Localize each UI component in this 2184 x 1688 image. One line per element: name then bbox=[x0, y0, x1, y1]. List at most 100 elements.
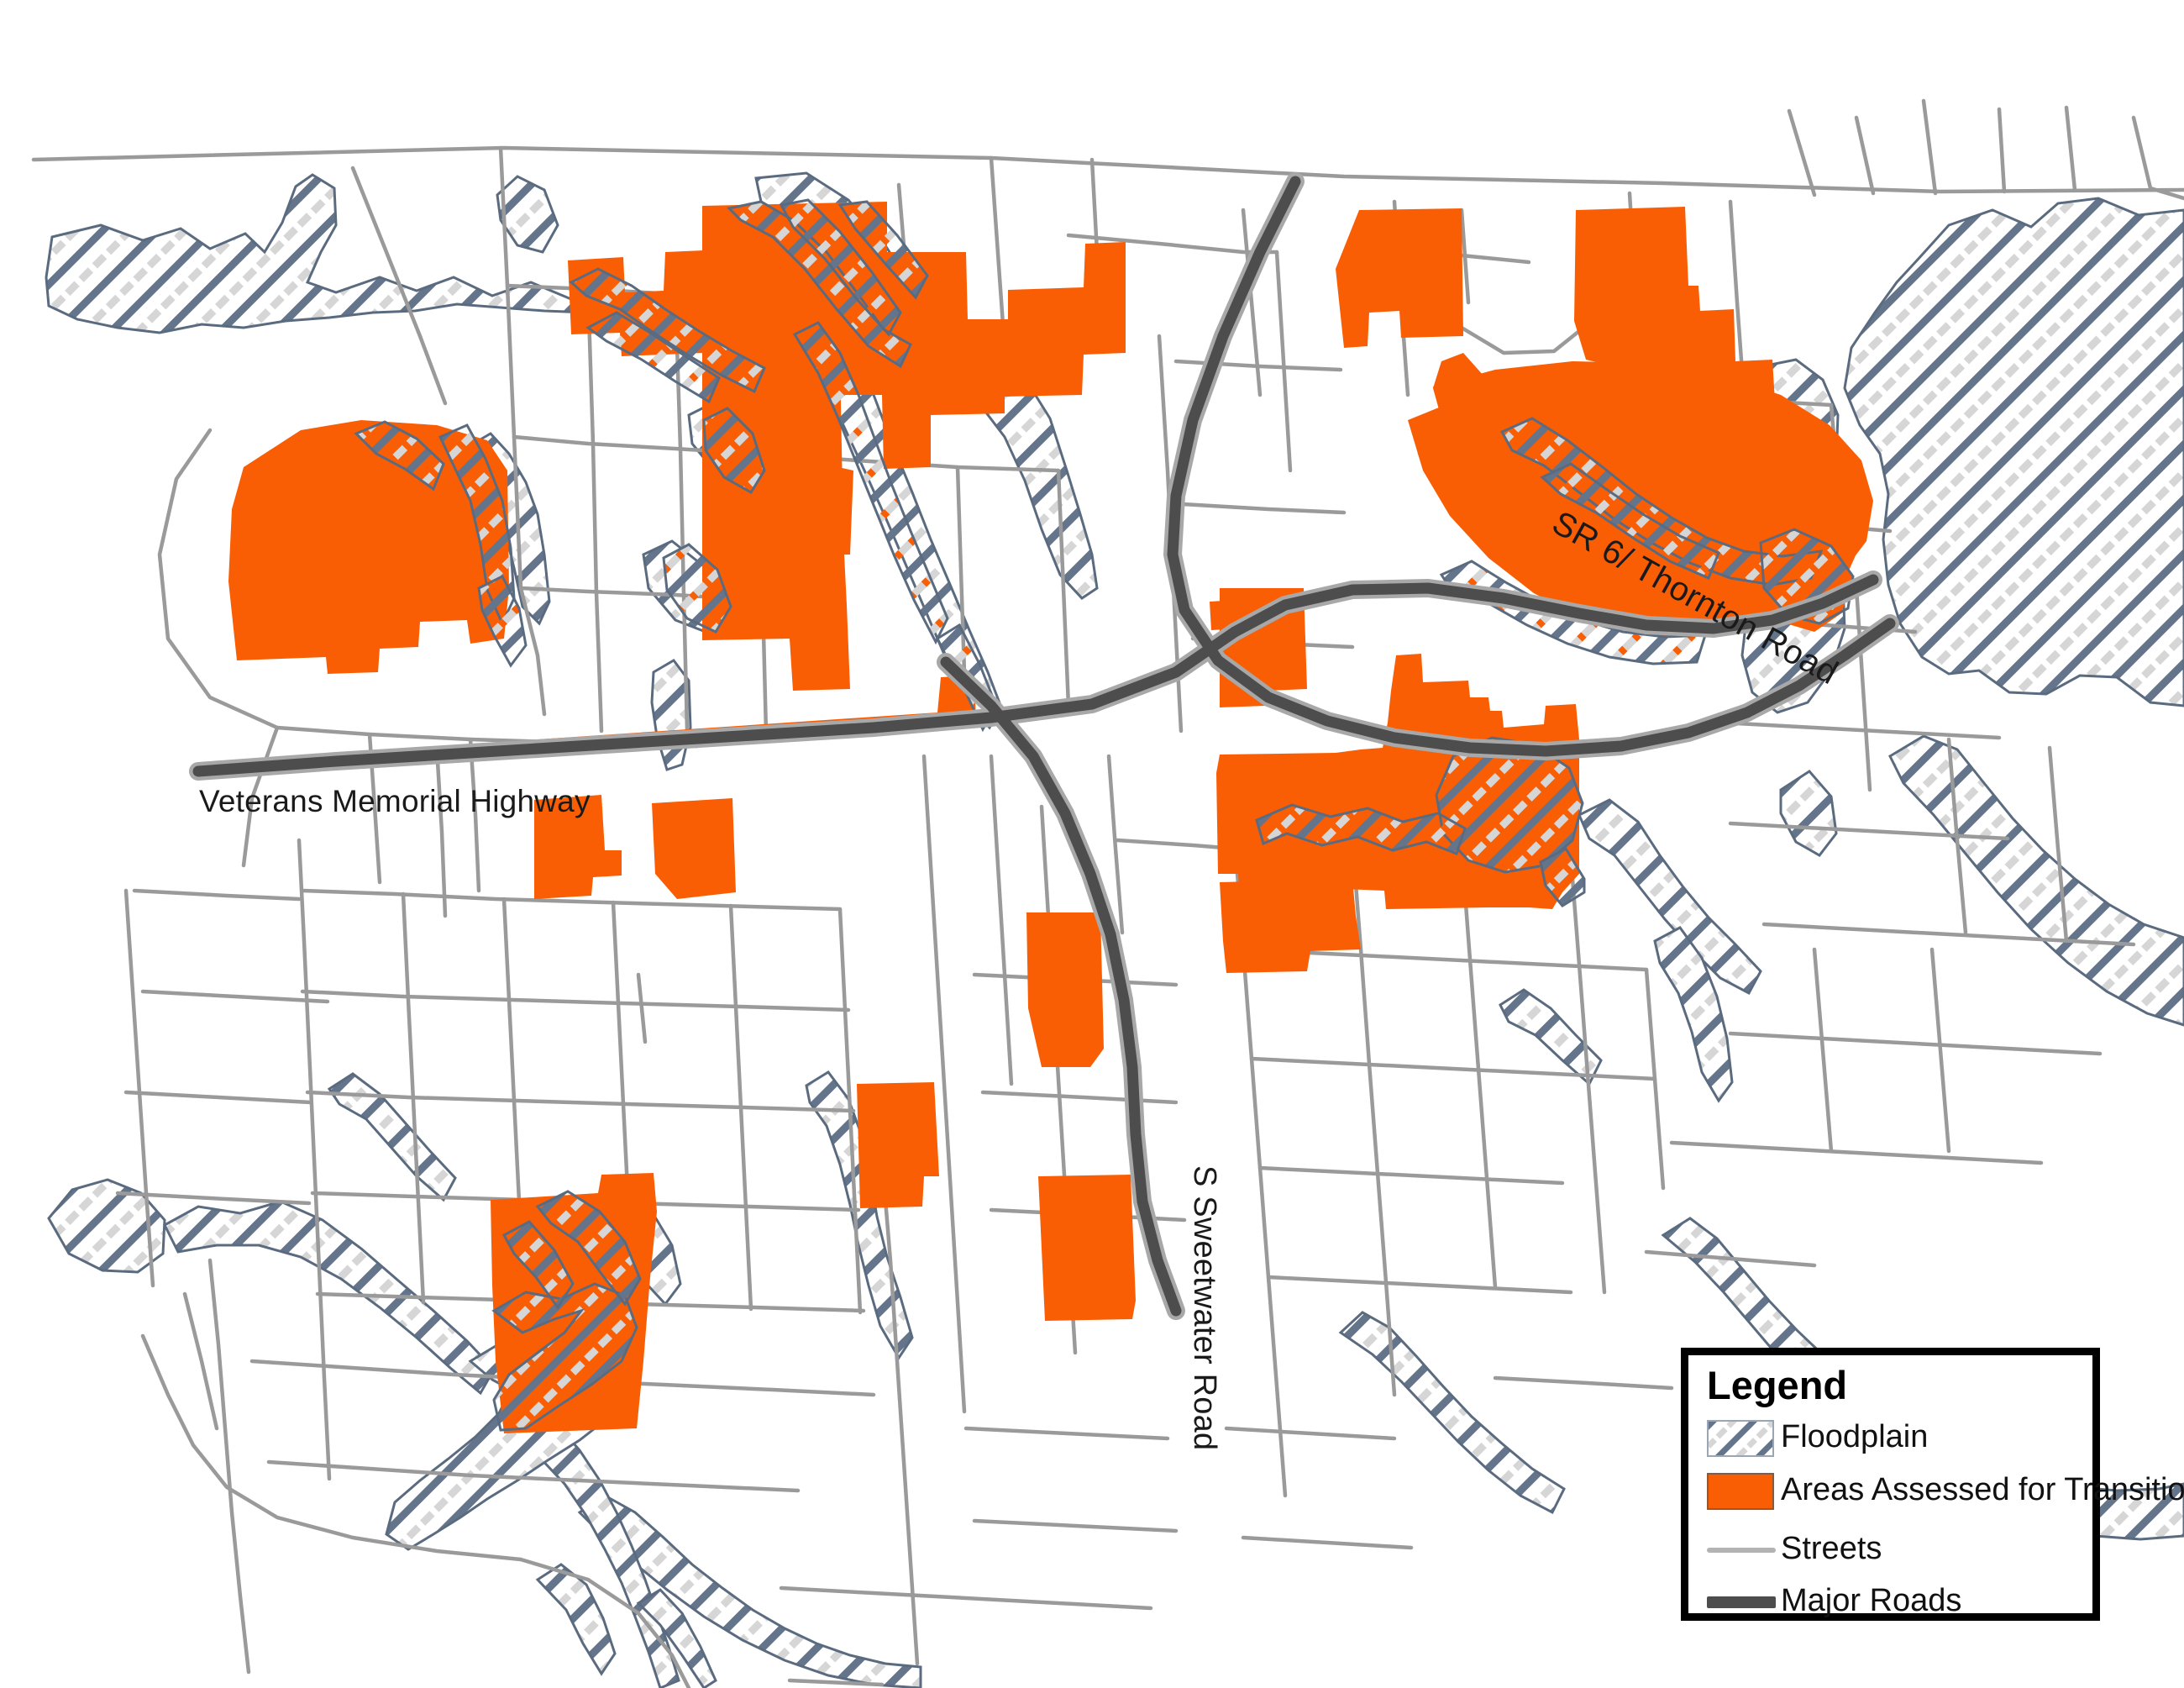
floodplain-over-area bbox=[491, 1282, 638, 1432]
street-line bbox=[779, 1585, 1153, 1611]
street-line bbox=[837, 907, 863, 1315]
street-line bbox=[300, 989, 851, 1012]
street-line bbox=[207, 1258, 251, 1675]
street-line bbox=[989, 754, 1014, 1086]
floodplain-over-area bbox=[501, 1220, 575, 1310]
floodplain-over-area bbox=[837, 200, 929, 300]
street-line bbox=[1854, 115, 1876, 196]
floodplain-polygon bbox=[47, 1178, 166, 1274]
street-line bbox=[1644, 1249, 1817, 1268]
major-roads-line-icon bbox=[1707, 1596, 1776, 1608]
street-line bbox=[1224, 1426, 1397, 1441]
street-line bbox=[585, 287, 604, 734]
area-polygon bbox=[857, 1082, 939, 1208]
major-road-core bbox=[192, 574, 1879, 777]
floodplain-over-area bbox=[585, 311, 721, 404]
floodplain-over-area bbox=[354, 420, 445, 492]
street-line bbox=[1241, 1535, 1414, 1550]
floodplain-over-area bbox=[1540, 462, 1720, 580]
area-polygon bbox=[652, 798, 736, 899]
floodplain-polygon bbox=[535, 1563, 617, 1676]
street-line bbox=[518, 1557, 691, 1688]
street-line bbox=[300, 888, 843, 912]
area-polygon bbox=[1574, 207, 1776, 418]
street-line bbox=[1350, 838, 1397, 1397]
street-line bbox=[305, 1090, 856, 1113]
area-polygon bbox=[228, 420, 509, 674]
street-line bbox=[2131, 115, 2184, 201]
street-line bbox=[1812, 947, 1834, 1154]
floodplain-over-areas-layer bbox=[354, 198, 1855, 1432]
floodplain-polygon bbox=[1843, 197, 2184, 707]
street-line bbox=[2047, 745, 2069, 944]
street-line bbox=[1089, 157, 1100, 255]
floodplain-over-area bbox=[702, 407, 766, 495]
street-line bbox=[879, 1157, 920, 1666]
street-line bbox=[728, 903, 753, 1312]
street-line bbox=[2064, 105, 2077, 192]
major-roads-layer[interactable] bbox=[189, 172, 1899, 1320]
street-line bbox=[636, 972, 648, 1044]
street-line bbox=[31, 145, 2184, 194]
legend-label-major-roads: Major Roads bbox=[1781, 1583, 1962, 1618]
floodplain-over-area bbox=[1539, 847, 1586, 907]
street-line bbox=[1761, 922, 2136, 947]
street-line bbox=[1728, 1031, 2103, 1056]
floodplain-over-area bbox=[1255, 803, 1467, 855]
street-line bbox=[1787, 108, 1817, 197]
streets-line-icon bbox=[1707, 1548, 1776, 1553]
street-line bbox=[241, 725, 280, 868]
major-road-core bbox=[940, 656, 1182, 1317]
area-polygon bbox=[1220, 879, 1361, 973]
street-line bbox=[1180, 502, 1347, 515]
floodplain-over-area bbox=[535, 1190, 642, 1307]
street-line bbox=[115, 1191, 312, 1206]
street-line bbox=[182, 1291, 219, 1431]
floodplain-over-area bbox=[662, 543, 732, 634]
street-line bbox=[963, 1426, 1170, 1441]
street-line bbox=[123, 1090, 313, 1105]
street-line bbox=[468, 737, 481, 893]
floodplain-polygon bbox=[1578, 798, 1762, 996]
area-polygon bbox=[534, 795, 622, 899]
street-line bbox=[1568, 855, 1607, 1295]
road-label-veterans-memorial-highway: Veterans Memorial Highway bbox=[199, 784, 591, 818]
street-line bbox=[921, 754, 967, 1414]
street-line bbox=[1997, 107, 2007, 194]
street-line bbox=[1854, 586, 1872, 792]
floodplain-over-area bbox=[792, 321, 949, 645]
legend-title: Legend bbox=[1707, 1363, 1848, 1407]
floodplain-polygon bbox=[1779, 770, 1838, 857]
street-line bbox=[1274, 250, 1293, 473]
legend: Legend Floodplain Areas Assessed for Tra… bbox=[1681, 1348, 2184, 1621]
street-line bbox=[1719, 720, 2002, 740]
street-line bbox=[1921, 98, 1938, 196]
floodplain-polygon bbox=[1888, 734, 2184, 1027]
major-road-core bbox=[1167, 176, 1896, 757]
street-line bbox=[1644, 967, 1666, 1191]
floodplain-over-area bbox=[779, 198, 902, 337]
street-line bbox=[518, 586, 547, 717]
street-line bbox=[1106, 754, 1125, 935]
street-line bbox=[157, 428, 280, 730]
area-polygon bbox=[1336, 208, 1463, 348]
street-line bbox=[434, 745, 448, 918]
floodplain-polygon bbox=[1338, 1311, 1566, 1515]
street-line bbox=[972, 1518, 1179, 1533]
street-line bbox=[132, 888, 302, 902]
area-polygon bbox=[1210, 600, 1238, 630]
street-line bbox=[1459, 846, 1498, 1290]
street-line bbox=[123, 888, 155, 1288]
street-line bbox=[1669, 1140, 2044, 1165]
areas-assessed-swatch-icon bbox=[1707, 1473, 1774, 1510]
street-line bbox=[1266, 1275, 1573, 1295]
street-line bbox=[140, 989, 330, 1004]
floodplain-polygon bbox=[45, 173, 1099, 600]
street-line bbox=[787, 1678, 885, 1687]
floodplain-polygon bbox=[1653, 926, 1734, 1103]
street-line bbox=[1929, 947, 1951, 1154]
street-line bbox=[266, 1459, 801, 1493]
area-polygon bbox=[1038, 1175, 1136, 1321]
